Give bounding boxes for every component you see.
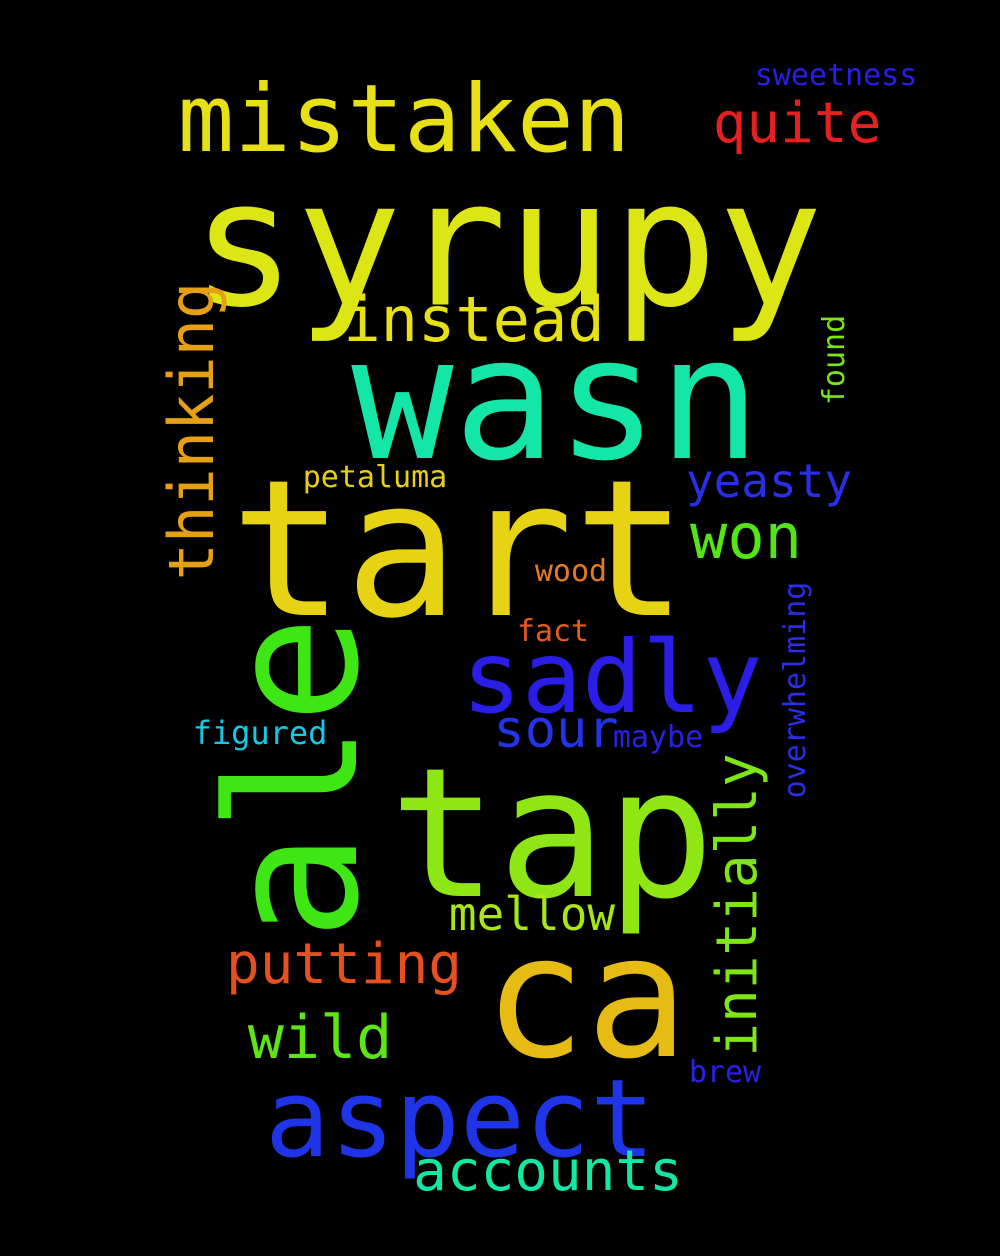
word-wood: wood (534, 554, 608, 589)
word-aspect: aspect (264, 1057, 656, 1182)
word-won: won (690, 500, 802, 573)
word-overwhelming: overwhelming (778, 581, 813, 799)
word-brew: brew (688, 1055, 762, 1090)
word-sweetness: sweetness (754, 58, 918, 93)
word-ale: ale (190, 615, 399, 941)
word-sadly: sadly (461, 619, 763, 736)
word-wasn: wasn (351, 301, 761, 499)
word-found: found (817, 314, 852, 406)
word-mistaken: mistaken (177, 65, 631, 174)
word-petaluma: petaluma (302, 460, 448, 495)
word-thinking: thinking (155, 281, 228, 581)
word-tart: tart (230, 439, 688, 660)
word-mellow: mellow (448, 887, 616, 941)
word-maybe: maybe (612, 720, 704, 755)
word-instead: instead (343, 283, 605, 356)
word-putting: putting (225, 932, 463, 997)
word-figured: figured (192, 714, 328, 752)
word-sour: sour (493, 700, 619, 760)
word-yeasty: yeasty (685, 454, 853, 508)
word-tap: tap (389, 730, 715, 939)
word-fact: fact (516, 614, 590, 649)
word-quite: quite (712, 91, 882, 156)
word-accounts: accounts (413, 1139, 683, 1204)
word-syrupy: syrupy (190, 143, 824, 347)
word-initially: initially (705, 753, 770, 1057)
word-ca: ca (483, 899, 689, 1097)
word-wild: wild (247, 1003, 393, 1073)
